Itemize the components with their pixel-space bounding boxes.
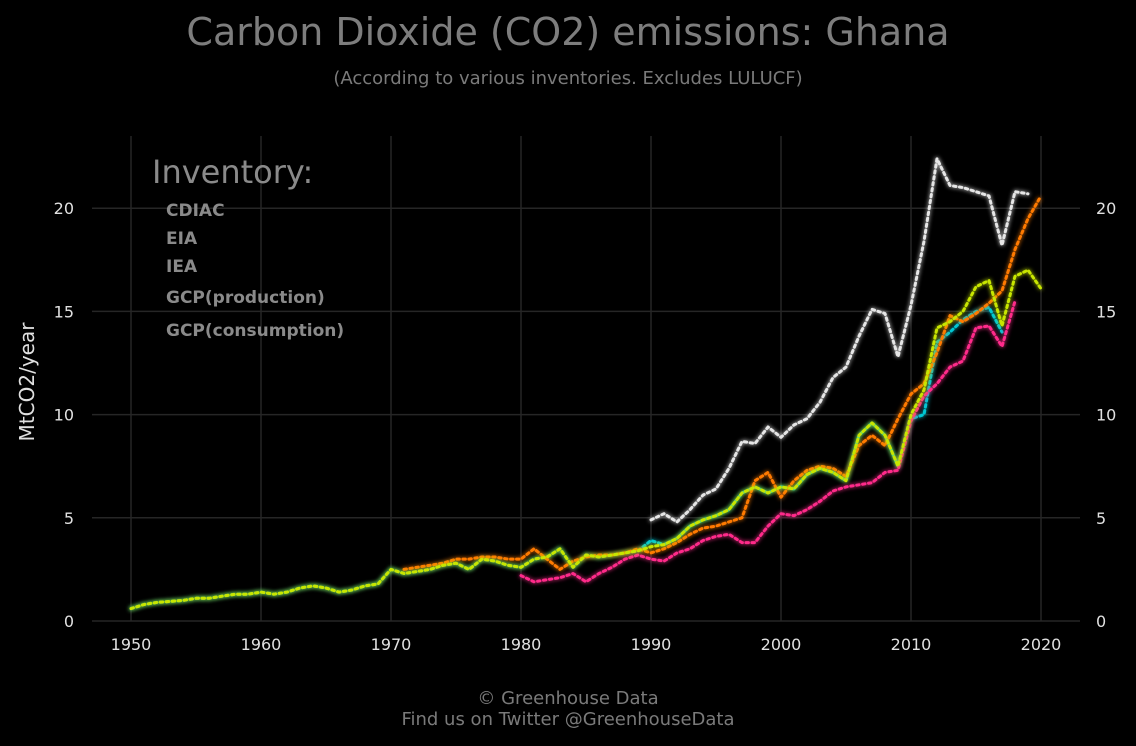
footer-twitter: Find us on Twitter @GreenhouseData — [401, 709, 735, 730]
y-axis-right: 0 5 10 15 20 — [1096, 199, 1116, 631]
series-line-eia — [519, 299, 1017, 584]
legend-label-4: GCP(consumption) — [166, 321, 344, 341]
y-tick-left-0: 0 — [64, 612, 74, 631]
series-line-gcp-consumption- — [649, 157, 1030, 524]
series-lines — [129, 157, 1043, 611]
x-tick-2010: 2010 — [891, 635, 932, 654]
x-tick-1960: 1960 — [241, 635, 282, 654]
y-tick-left-5: 5 — [64, 509, 74, 528]
legend-title: Inventory: — [152, 153, 313, 191]
x-tick-1990: 1990 — [631, 635, 672, 654]
x-tick-2020: 2020 — [1021, 635, 1062, 654]
y-tick-right-5: 5 — [1096, 509, 1106, 528]
x-tick-1950: 1950 — [111, 635, 152, 654]
y-axis-label: MtCO2/year — [15, 322, 39, 442]
legend-label-2: IEA — [166, 257, 198, 277]
y-tick-right-10: 10 — [1096, 406, 1116, 425]
y-tick-right-20: 20 — [1096, 199, 1116, 218]
y-axis-left: 0 5 10 15 20 — [54, 199, 74, 631]
x-tick-2000: 2000 — [761, 635, 802, 654]
footer-copyright: © Greenhouse Data — [477, 688, 659, 709]
chart-subtitle: (According to various inventories. Exclu… — [333, 68, 803, 89]
legend-label-0: CDIAC — [166, 201, 225, 221]
legend: Inventory: CDIAC EIA IEA GCP(production) GCP… — [106, 153, 344, 341]
x-tick-1970: 1970 — [371, 635, 412, 654]
grid-lines — [92, 136, 1080, 622]
y-tick-left-20: 20 — [54, 199, 74, 218]
y-tick-right-15: 15 — [1096, 302, 1116, 321]
series-line-gcp-production- — [129, 268, 1043, 611]
footer-credit: © Greenhouse Data Find us on Twitter @Gr… — [0, 688, 1136, 730]
series-line-iea — [402, 194, 1043, 571]
x-axis: 1950 1960 1970 1980 1990 2000 2010 2020 — [111, 635, 1062, 654]
legend-label-1: EIA — [166, 229, 198, 249]
y-tick-left-15: 15 — [54, 302, 74, 321]
chart-title: Carbon Dioxide (CO2) emissions: Ghana — [186, 10, 950, 54]
y-tick-right-0: 0 — [1096, 612, 1106, 631]
legend-label-3: GCP(production) — [166, 288, 325, 308]
y-tick-left-10: 10 — [54, 406, 74, 425]
x-tick-1980: 1980 — [501, 635, 542, 654]
